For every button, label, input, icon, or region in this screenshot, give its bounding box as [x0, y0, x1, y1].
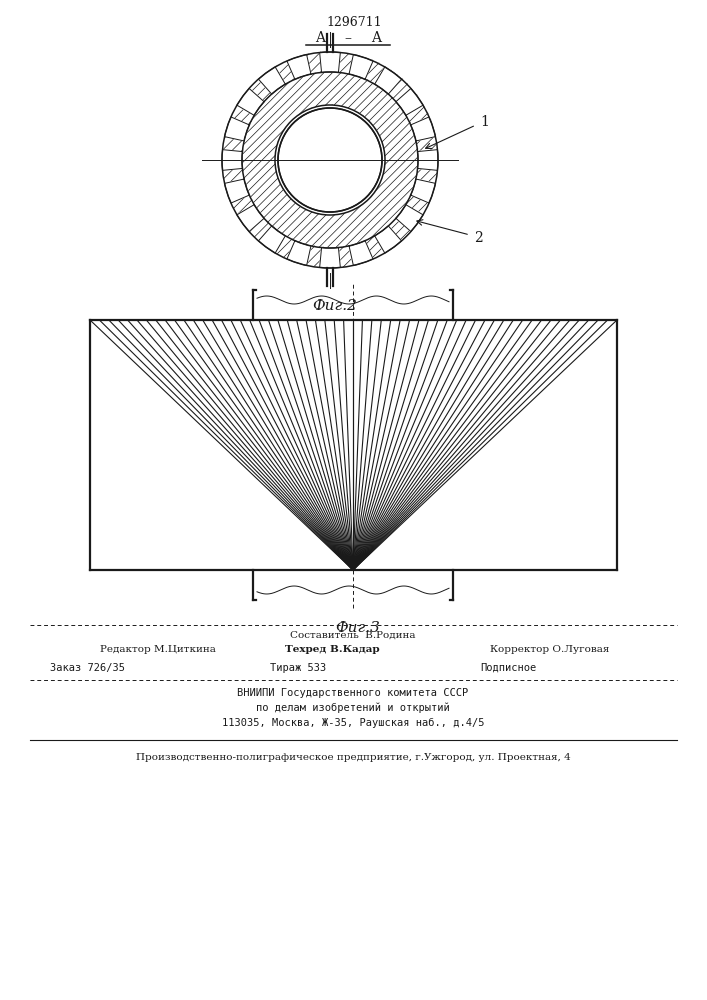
Text: 113035, Москва, Ж-35, Раушская наб., д.4/5: 113035, Москва, Ж-35, Раушская наб., д.4… [222, 718, 484, 728]
Text: ВНИИПИ Государственного комитета СССР: ВНИИПИ Государственного комитета СССР [238, 688, 469, 698]
Text: Редактор М.Циткина: Редактор М.Циткина [100, 646, 216, 654]
Polygon shape [320, 52, 340, 72]
Text: Заказ 726/35: Заказ 726/35 [50, 663, 125, 673]
Polygon shape [411, 117, 436, 141]
Polygon shape [225, 117, 250, 141]
Text: Производственно-полиграфическое предприятие, г.Ужгород, ул. Проектная, 4: Производственно-полиграфическое предприя… [136, 752, 571, 762]
Polygon shape [90, 320, 617, 570]
Polygon shape [418, 150, 438, 170]
Polygon shape [287, 241, 311, 265]
Text: 2: 2 [474, 231, 483, 245]
Text: Составитель  В.Родина: Составитель В.Родина [291, 631, 416, 640]
Polygon shape [237, 205, 264, 232]
Polygon shape [237, 88, 264, 115]
Text: Техред В.Кадар: Техред В.Кадар [285, 646, 380, 654]
Text: Корректор О.Луговая: Корректор О.Луговая [490, 646, 609, 654]
Text: A: A [371, 31, 381, 45]
Polygon shape [375, 226, 402, 253]
Polygon shape [396, 205, 423, 232]
Text: –: – [344, 31, 351, 45]
Circle shape [278, 108, 382, 212]
Polygon shape [349, 241, 373, 265]
Polygon shape [320, 248, 340, 268]
Polygon shape [396, 88, 423, 115]
Polygon shape [222, 150, 243, 170]
Text: 1296711: 1296711 [326, 15, 382, 28]
Polygon shape [259, 67, 286, 94]
Polygon shape [259, 226, 286, 253]
Polygon shape [375, 67, 402, 94]
Text: Тираж 533: Тираж 533 [270, 663, 326, 673]
Text: Подписное: Подписное [480, 663, 536, 673]
Circle shape [222, 52, 438, 268]
Text: A: A [315, 31, 325, 45]
Polygon shape [225, 179, 250, 203]
Polygon shape [349, 55, 373, 79]
Polygon shape [411, 179, 436, 203]
Text: Фиг.2: Фиг.2 [312, 299, 358, 313]
Text: 1: 1 [480, 115, 489, 129]
Text: Фиг.3: Фиг.3 [336, 621, 380, 635]
Circle shape [275, 105, 385, 215]
Polygon shape [287, 55, 311, 79]
Text: по делам изобретений и открытий: по делам изобретений и открытий [256, 703, 450, 713]
